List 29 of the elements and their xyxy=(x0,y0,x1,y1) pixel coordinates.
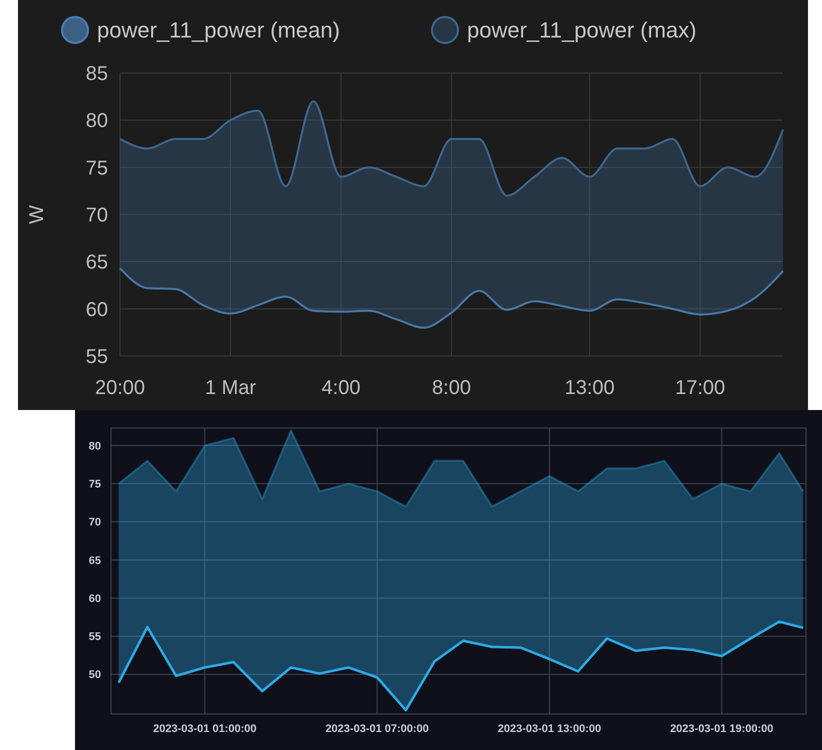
y-tick-label: 75 xyxy=(88,478,101,491)
y-tick-label: 75 xyxy=(86,157,108,180)
y-tick-label: 85 xyxy=(86,63,108,85)
x-tick-label: 1 Mar xyxy=(204,377,256,399)
legend-label: power_11_power (mean) xyxy=(97,18,340,43)
x-tick-label: 20:00 xyxy=(94,377,146,399)
y-tick-label: 55 xyxy=(88,631,101,644)
y-tick-label: 70 xyxy=(88,516,101,529)
y-tick-label: 55 xyxy=(86,346,108,368)
y-tick-label: 65 xyxy=(88,554,101,567)
y-tick-label: 80 xyxy=(86,110,108,132)
x-tick-label: 17:00 xyxy=(675,377,726,399)
x-tick-label: 2023-03-01 19:00:00 xyxy=(670,723,774,735)
x-tick-label: 2023-03-01 07:00:00 xyxy=(325,723,429,735)
line-series xyxy=(119,267,784,329)
x-tick-label: 8:00 xyxy=(432,377,471,399)
y-tick-label: 50 xyxy=(88,669,101,682)
y-tick-label: 80 xyxy=(88,440,101,452)
x-tick-label: 2023-03-01 01:00:00 xyxy=(153,723,256,735)
y-tick-label: 60 xyxy=(86,298,108,321)
y-tick-label: 60 xyxy=(88,592,101,605)
line-series xyxy=(117,620,804,712)
legend-label: power_11_power (max) xyxy=(467,18,696,43)
y-tick-label: 65 xyxy=(86,252,108,274)
x-tick-label: 2023-03-01 13:00:00 xyxy=(498,723,602,735)
y-tick-label: 70 xyxy=(86,204,108,226)
y-axis-title: W xyxy=(26,204,48,224)
x-tick-label: 13:00 xyxy=(564,377,615,399)
x-tick-label: 4:00 xyxy=(322,377,360,399)
